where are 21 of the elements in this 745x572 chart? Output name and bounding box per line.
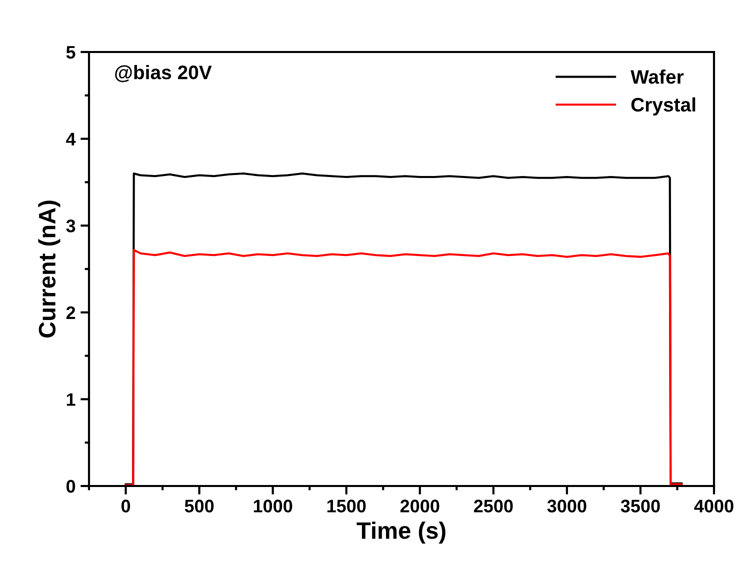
x-tick-label: 0 — [121, 500, 130, 512]
y-tick-label: 0 — [66, 480, 76, 493]
y-tick-label: 4 — [66, 132, 76, 146]
y-axis-title: Current (nA) — [38, 200, 60, 338]
y-tick-label: 1 — [66, 393, 76, 406]
x-tick-label: 4000 — [694, 500, 734, 512]
annotation: @bias 20V — [115, 65, 212, 82]
x-tick-label: 3000 — [547, 500, 586, 512]
y-tick-label: 3 — [66, 220, 76, 232]
line-series — [124, 248, 683, 486]
y-tick-label: 5 — [66, 46, 76, 59]
x-tick-label: 3500 — [620, 500, 660, 512]
x-tick-label: 2000 — [400, 500, 440, 512]
x-tick-label: 1000 — [254, 500, 292, 512]
y-tick-label: 2 — [66, 306, 76, 319]
x-tick-label: 2500 — [474, 500, 513, 512]
x-tick-label: 500 — [184, 500, 214, 512]
legend-label: Crystal — [631, 97, 696, 116]
legend-label: Wafer — [630, 70, 684, 84]
x-tick-label: 1500 — [327, 500, 366, 512]
x-axis-title: Time (s) — [356, 522, 446, 544]
